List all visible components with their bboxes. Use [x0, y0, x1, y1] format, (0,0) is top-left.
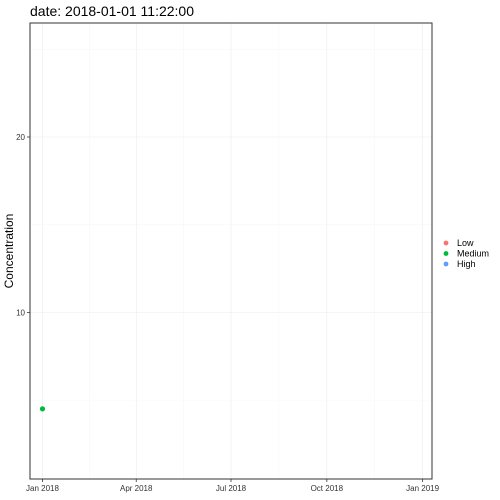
- points-layer: [39, 406, 46, 412]
- legend-key-low: [443, 240, 449, 246]
- x-axis: Jan 2018 Apr 2018 Jul 2018 Oct 2018 Jan 2019: [26, 479, 440, 493]
- chart-title: date: 2018-01-01 11:22:00: [30, 3, 194, 19]
- x-tick-label: Apr 2018: [120, 484, 153, 493]
- x-tick-label: Jan 2019: [406, 484, 439, 493]
- y-tick-label: 10: [16, 308, 25, 317]
- grid-layer: [30, 23, 432, 479]
- x-tick-label: Jan 2018: [26, 484, 59, 493]
- legend-label-medium: Medium: [457, 249, 489, 259]
- x-tick-label: Oct 2018: [311, 484, 344, 493]
- legend-label-low: Low: [457, 238, 474, 248]
- y-axis: 10 20: [16, 133, 30, 317]
- legend-label-high: High: [457, 259, 476, 269]
- y-axis-label: Concentration: [2, 214, 16, 289]
- legend-key-medium: [443, 251, 449, 256]
- data-point: [39, 406, 46, 412]
- y-tick-label: 20: [16, 133, 25, 142]
- x-tick-label: Jul 2018: [216, 484, 247, 493]
- legend-key-high: [443, 261, 449, 267]
